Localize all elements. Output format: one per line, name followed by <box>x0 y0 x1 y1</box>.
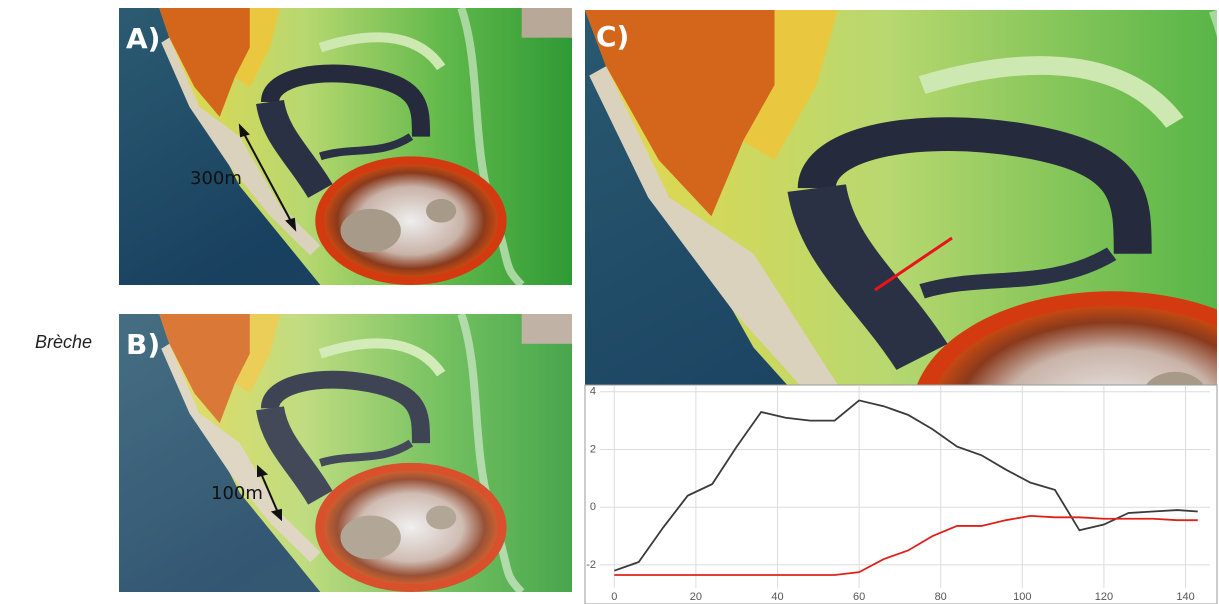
chart-frame <box>585 385 1217 604</box>
x-tick-label: 60 <box>853 591 865 603</box>
x-tick-label: 40 <box>771 591 783 603</box>
panel-label: A) <box>126 22 160 55</box>
side-label: Brèche <box>35 332 92 352</box>
y-tick-label: 4 <box>590 386 596 398</box>
x-tick-label: 120 <box>1095 591 1113 603</box>
x-tick-label: 80 <box>935 591 947 603</box>
map-a <box>119 8 572 285</box>
x-tick-label: 140 <box>1176 591 1194 603</box>
y-tick-label: 2 <box>590 443 596 455</box>
y-tick-label: -2 <box>586 559 596 571</box>
map-b <box>119 314 572 592</box>
panel-label: C) <box>596 20 629 53</box>
y-tick-label: 0 <box>590 501 596 513</box>
scale-label: 300m <box>190 168 242 189</box>
x-tick-label: 100 <box>1013 591 1031 603</box>
x-tick-label: 20 <box>690 591 702 603</box>
scale-label: 100m <box>211 483 263 504</box>
x-tick-label: 0 <box>611 591 617 603</box>
figure: Brèche A) B) C) 300m 100m -2024020406080… <box>0 0 1219 604</box>
panel-label: B) <box>126 328 160 361</box>
